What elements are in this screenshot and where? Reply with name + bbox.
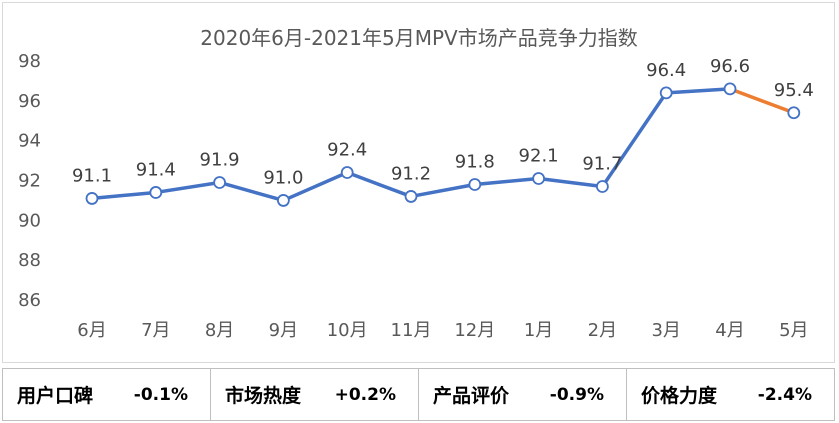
- data-point: [532, 172, 545, 185]
- data-point: [723, 82, 737, 96]
- line-chart: 2020年6月-2021年5月MPV市场产品竞争力指数 91.1 91.4 91.9…: [18, 26, 814, 341]
- y-tick-label: 96: [18, 91, 41, 112]
- x-tick-label: 10月: [327, 320, 368, 341]
- data-point: [659, 86, 673, 100]
- data-label: 91.0: [263, 167, 303, 188]
- metric-market-heat: 市场热度 +0.2%: [211, 369, 419, 420]
- data-label: 96.4: [646, 60, 686, 81]
- metric-name: 产品评价: [433, 385, 510, 407]
- chart-title: 2020年6月-2021年5月MPV市场产品竞争力指数: [200, 26, 637, 50]
- series-line-last-segment: [728, 87, 796, 115]
- data-point: [340, 166, 354, 179]
- metric-name: 用户口碑: [17, 385, 94, 407]
- data-label: 92.4: [327, 140, 367, 161]
- x-tick-label: 1月: [524, 320, 553, 341]
- data-point: [787, 106, 801, 120]
- data-label: 91.8: [455, 151, 495, 172]
- metric-value: -0.9%: [549, 384, 604, 405]
- metric-name: 市场热度: [225, 385, 302, 407]
- y-tick-label: 92: [18, 171, 41, 192]
- data-label: 92.1: [519, 146, 559, 167]
- x-tick-label: 5月: [779, 320, 808, 341]
- x-tick-label: 6月: [77, 320, 106, 341]
- metrics-bar: 用户口碑 -0.1% 市场热度 +0.2% 产品评价 -0.9% 价格力度 -2…: [2, 368, 835, 421]
- x-tick-label: 8月: [205, 320, 234, 341]
- x-tick-label: 11月: [391, 320, 432, 341]
- metric-value: +0.2%: [334, 384, 396, 405]
- data-label: 91.4: [136, 159, 176, 180]
- metric-value: -0.1%: [133, 384, 188, 405]
- metric-product-rating: 产品评价 -0.9%: [419, 369, 627, 420]
- data-point: [149, 186, 163, 199]
- y-tick-label: 94: [18, 131, 41, 152]
- x-tick-label: 7月: [141, 320, 170, 341]
- y-tick-label: 86: [18, 290, 41, 311]
- data-point: [85, 192, 99, 205]
- data-label: 91.1: [72, 165, 112, 186]
- data-point: [404, 190, 418, 203]
- data-point: [276, 194, 290, 207]
- data-label: 91.2: [391, 163, 431, 184]
- metric-user-reputation: 用户口碑 -0.1%: [3, 369, 211, 420]
- data-point: [213, 176, 227, 189]
- x-tick-label: 12月: [454, 320, 495, 341]
- x-tick-label: 4月: [715, 320, 744, 341]
- data-label: 96.6: [710, 56, 750, 77]
- chart-card: 2020年6月-2021年5月MPV市场产品竞争力指数 91.1 91.4 91.9…: [2, 2, 835, 363]
- data-label: 95.4: [774, 80, 814, 101]
- x-tick-label: 3月: [651, 320, 680, 341]
- y-tick-label: 90: [18, 210, 41, 231]
- metric-value: -2.4%: [757, 384, 812, 405]
- data-label: 91.9: [200, 149, 240, 170]
- x-tick-label: 9月: [269, 320, 298, 341]
- metric-price-strength: 价格力度 -2.4%: [627, 369, 834, 420]
- y-tick-label: 88: [18, 250, 41, 271]
- y-tick-label: 98: [18, 51, 41, 72]
- data-label: 91.7: [582, 153, 622, 174]
- data-point: [596, 180, 609, 193]
- data-point: [468, 178, 482, 191]
- metric-name: 价格力度: [641, 385, 718, 407]
- x-tick-label: 2月: [588, 320, 617, 341]
